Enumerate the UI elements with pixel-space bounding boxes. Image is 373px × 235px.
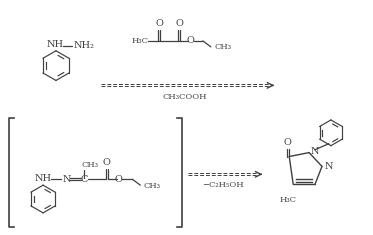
Text: NH: NH [35, 174, 51, 183]
Text: O: O [175, 19, 183, 28]
Text: NH: NH [46, 40, 63, 49]
Text: C: C [81, 175, 88, 184]
Text: CH₃: CH₃ [143, 182, 160, 190]
Text: N: N [311, 147, 320, 156]
Text: N: N [325, 162, 333, 171]
Text: O: O [186, 36, 194, 45]
Text: CH₃: CH₃ [82, 161, 99, 169]
Text: −C₂H₅OH: −C₂H₅OH [202, 181, 244, 189]
Text: CH₃COOH: CH₃COOH [163, 93, 207, 101]
Text: NH₂: NH₂ [74, 41, 95, 50]
Text: O: O [155, 19, 163, 28]
Text: O: O [115, 175, 122, 184]
Text: H₃C: H₃C [280, 196, 297, 204]
Text: O: O [283, 138, 291, 147]
Text: CH₃: CH₃ [215, 43, 232, 51]
Text: O: O [103, 158, 110, 167]
Text: N: N [63, 175, 71, 184]
Text: H₃C: H₃C [131, 37, 148, 45]
